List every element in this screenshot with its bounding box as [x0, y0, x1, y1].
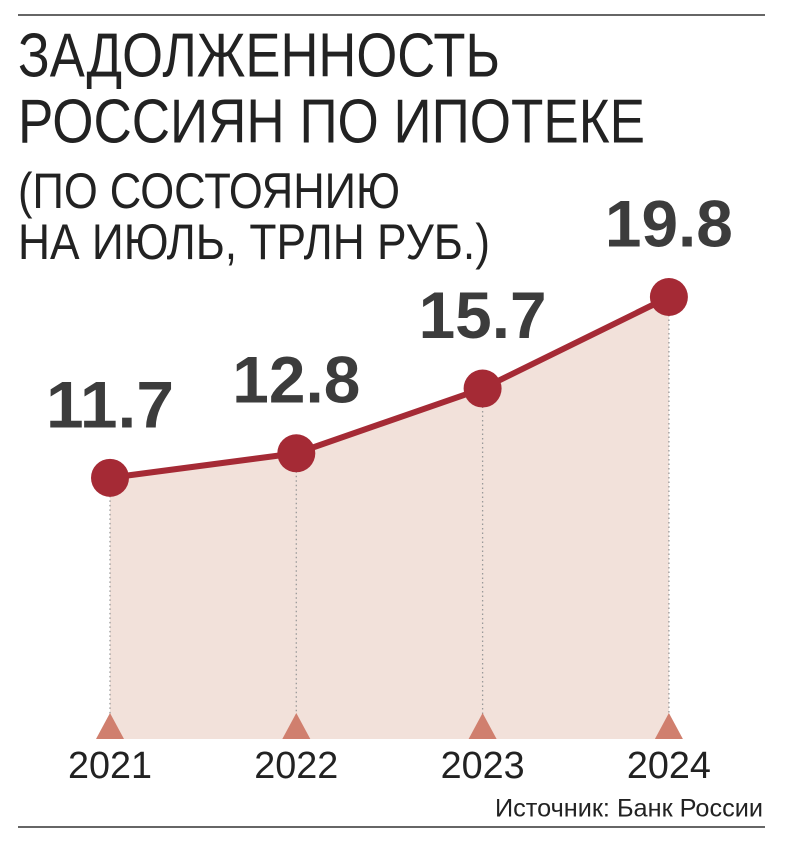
value-label: 11.7: [46, 367, 174, 441]
x-tick-label: 2021: [68, 745, 152, 787]
point: [277, 434, 316, 473]
point: [649, 278, 688, 316]
line: [109, 294, 671, 481]
chart-subtitle: (ПО СОСТОЯНИЮ: [18, 163, 400, 219]
x-tick-label: 2023: [441, 745, 525, 787]
value-label: 12.8: [232, 343, 360, 417]
tick-triangle: [96, 713, 124, 739]
value-label: 19.8: [605, 186, 733, 260]
area: [110, 297, 669, 739]
chart-title: ЗАДОЛЖЕННОСТЬ: [18, 21, 500, 90]
point: [463, 369, 502, 408]
tick-triangle: [468, 713, 497, 739]
value-label: 15.7: [419, 278, 547, 352]
x-tick-label: 2024: [627, 745, 711, 787]
point: [91, 458, 129, 497]
x-tick-label: 2022: [254, 745, 338, 787]
source-note: Источник: Банк России: [495, 795, 763, 823]
chart-subtitle: НА ИЮЛЬ, ТРЛН РУБ.): [18, 214, 490, 270]
tick-triangle: [282, 713, 311, 739]
tick-triangle: [654, 713, 683, 739]
chart-title: РОССИЯН ПО ИПОТЕКЕ: [18, 87, 645, 156]
